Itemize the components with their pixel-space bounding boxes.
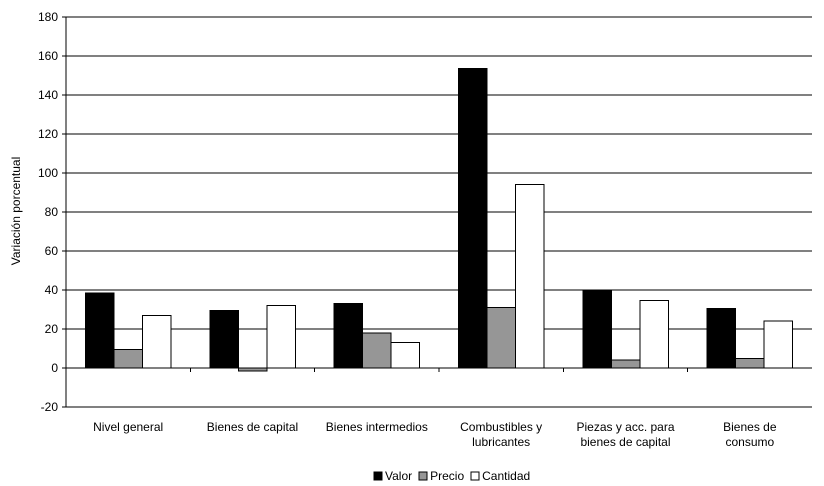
bars [84, 68, 794, 372]
y-tick-label: -20 [41, 400, 59, 414]
bar-cantidad-0 [141, 314, 172, 369]
y-tick-label: 0 [51, 361, 58, 375]
x-tick-label: Bienes de capital [207, 420, 298, 434]
y-tick-label: 160 [38, 49, 58, 63]
bar-valor-3 [457, 68, 488, 369]
x-tick-label: Bienes de [723, 420, 777, 434]
y-axis-label: Variación porcentual [9, 157, 23, 266]
legend-label-precio: Precio [430, 469, 464, 483]
legend-swatch-cantidad [470, 471, 480, 481]
bar-valor-4 [582, 289, 612, 369]
axes [62, 16, 812, 408]
bar-valor-1 [209, 309, 239, 369]
y-tick-labels: -20 0 20 40 60 80 100 120 140 160 180 [38, 10, 58, 414]
x-tick-labels: Nivel general Bienes de capital Bienes int… [93, 420, 777, 449]
y-tick-label: 20 [45, 322, 59, 336]
legend: Valor Precio Cantidad [373, 469, 530, 483]
y-tick-label: 60 [45, 244, 59, 258]
bar-precio-4 [610, 359, 641, 369]
bar-precio-0 [113, 348, 143, 369]
x-tick-label: Combustibles y [460, 420, 542, 434]
bar-cantidad-5 [763, 320, 794, 369]
bar-cantidad-1 [266, 305, 296, 369]
gridlines [66, 16, 812, 408]
legend-swatch-precio [418, 471, 428, 481]
x-tick-label: Bienes intermedios [326, 420, 428, 434]
bar-cantidad-3 [514, 184, 545, 369]
y-tick-label: 80 [45, 205, 59, 219]
y-tick-label: 140 [38, 88, 58, 102]
legend-label-valor: Valor [385, 469, 412, 483]
bar-valor-5 [706, 308, 737, 369]
y-tick-label: 180 [38, 10, 58, 24]
x-tick-label: Nivel general [93, 420, 163, 434]
y-tick-label: 100 [38, 166, 58, 180]
bar-cantidad-4 [639, 300, 669, 369]
x-tick-label: lubricantes [472, 435, 530, 449]
bar-cantidad-2 [390, 342, 421, 369]
y-tick-label: 120 [38, 127, 58, 141]
bar-precio-5 [735, 357, 765, 369]
legend-label-cantidad: Cantidad [482, 469, 530, 483]
bar-valor-2 [333, 303, 364, 369]
bar-precio-3 [486, 307, 516, 369]
x-tick-label: bienes de capital [580, 435, 670, 449]
bar-valor-0 [84, 292, 115, 369]
x-tick-label: consumo [725, 435, 774, 449]
legend-swatch-valor [373, 471, 383, 481]
x-tick-label: Piezas y acc. para [576, 420, 674, 434]
y-tick-label: 40 [45, 283, 59, 297]
bar-precio-2 [362, 332, 392, 369]
